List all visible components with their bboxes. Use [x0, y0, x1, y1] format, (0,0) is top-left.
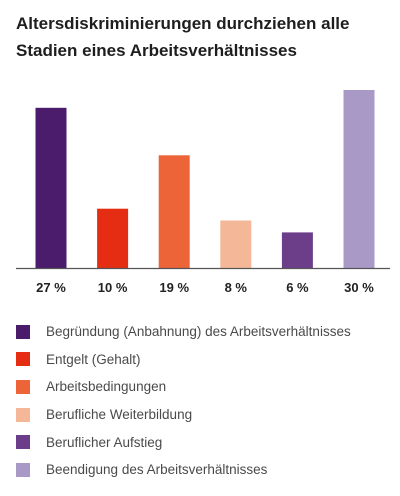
value-labels-group: 27 % 10 % 19 % 8 % 6 % 30 %: [36, 280, 374, 295]
value-label-5: 6 %: [286, 280, 309, 295]
bar-1: [35, 107, 67, 268]
legend-swatch: [16, 379, 30, 394]
legend-item: Beendigung des Arbeitsverhältnisses: [16, 456, 392, 484]
bars-group: [35, 90, 375, 268]
legend-item: Beruflicher Aufstieg: [16, 428, 392, 456]
bar-4: [220, 220, 252, 268]
bar-2: [97, 208, 129, 268]
chart-title-line-1: Altersdiskriminierungen durchziehen alle: [16, 14, 350, 33]
value-label-4: 8 %: [225, 280, 248, 295]
value-label-3: 19 %: [159, 280, 189, 295]
value-label-2: 10 %: [98, 280, 128, 295]
chart-title-line-2: Stadien eines Arbeitsverhältnisses: [16, 41, 297, 60]
legend-label: Entgelt (Gehalt): [46, 351, 141, 367]
legend-label: Beendigung des Arbeitsverhältnisses: [46, 462, 268, 478]
legend-label: Beruflicher Aufstieg: [46, 434, 163, 450]
legend-swatch: [16, 352, 30, 367]
legend-label: Arbeitsbedingungen: [46, 379, 167, 395]
chart-legend: Begründung (Anbahnung) des Arbeitsverhäl…: [16, 318, 392, 484]
bar-3: [158, 155, 190, 268]
bar-6: [343, 90, 375, 268]
legend-swatch: [16, 462, 30, 477]
legend-item: Berufliche Weiterbildung: [16, 401, 392, 429]
legend-swatch: [16, 324, 30, 339]
legend-swatch: [16, 407, 30, 422]
legend-swatch: [16, 435, 30, 450]
legend-item: Entgelt (Gehalt): [16, 346, 392, 374]
legend-item: Arbeitsbedingungen: [16, 373, 392, 401]
bar-5: [281, 232, 313, 268]
legend-label: Begründung (Anbahnung) des Arbeitsverhäl…: [46, 324, 351, 340]
legend-label: Berufliche Weiterbildung: [46, 407, 193, 423]
chart-title: Altersdiskriminierungen durchziehen alle…: [16, 10, 388, 64]
bar-chart: 27 % 10 % 19 % 8 % 6 % 30 %: [16, 90, 390, 295]
legend-item: Begründung (Anbahnung) des Arbeitsverhäl…: [16, 318, 392, 346]
value-label-6: 30 %: [344, 280, 374, 295]
value-label-1: 27 %: [36, 280, 66, 295]
